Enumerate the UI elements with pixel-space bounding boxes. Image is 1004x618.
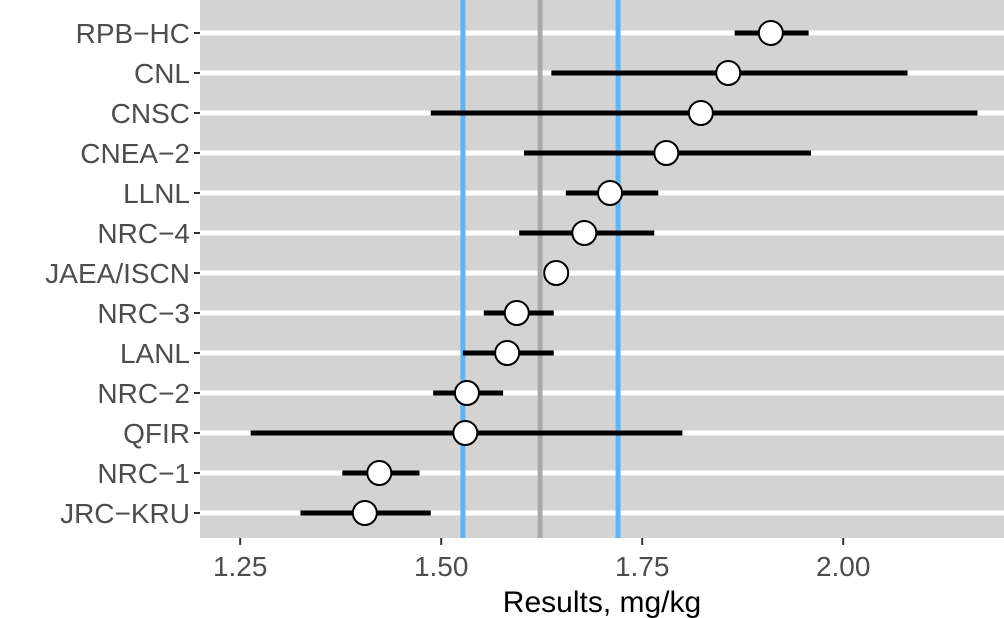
data-point	[452, 420, 479, 446]
y-tick-label: LANL	[120, 338, 190, 369]
data-point	[715, 60, 742, 86]
y-tick-label: NRC−3	[97, 298, 190, 329]
data-points	[351, 20, 784, 526]
x-axis: 1.25 1.50 1.75 2.00	[213, 538, 871, 582]
y-tick-label: NRC−2	[97, 378, 190, 409]
data-point	[366, 460, 393, 486]
y-tick-label: RPB−HC	[76, 18, 190, 49]
x-tick-label: 1.25	[213, 551, 268, 582]
y-tick-label: CNEA−2	[80, 138, 190, 169]
y-tick-label: NRC−1	[97, 458, 190, 489]
y-tick-label: LLNL	[123, 178, 190, 209]
reference-lines	[460, 0, 621, 538]
y-axis: RPB−HC CNL CNSC CNEA−2 LLNL NRC−4 JAEA/ISCN NRC…	[45, 18, 200, 529]
y-tick-label: JAEA/ISCN	[45, 258, 190, 289]
data-point	[351, 500, 378, 526]
y-tick-label: JRC−KRU	[60, 498, 190, 529]
y-tick-label: NRC−4	[97, 218, 190, 249]
x-tick-label: 1.75	[615, 551, 670, 582]
data-point	[687, 100, 714, 126]
y-tick-label: QFIR	[123, 418, 190, 449]
data-point	[571, 220, 598, 246]
x-tick-label: 1.50	[414, 551, 469, 582]
data-point	[597, 180, 624, 206]
x-tick-label: 2.00	[816, 551, 871, 582]
x-axis-label: Results, mg/kg	[503, 586, 701, 618]
y-tick-label: CNSC	[111, 98, 190, 129]
data-point	[543, 260, 570, 286]
data-point	[757, 20, 784, 46]
data-point	[453, 380, 480, 406]
data-point	[503, 300, 530, 326]
data-point	[653, 140, 680, 166]
y-tick-label: CNL	[134, 58, 190, 89]
plot-panel	[200, 0, 1004, 538]
data-point	[494, 340, 521, 366]
